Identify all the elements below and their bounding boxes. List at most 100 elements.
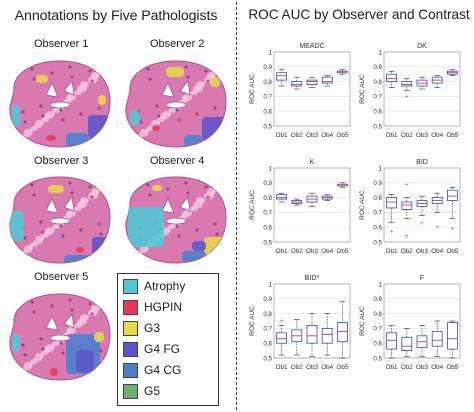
y-tick-label: 1 [269, 49, 273, 56]
y-tick-label: 0.9 [373, 64, 382, 71]
x-tick-label: Ob1 [276, 132, 288, 139]
legend-swatch [123, 279, 138, 294]
box-ob2 [291, 198, 303, 206]
plot-frame [383, 283, 461, 359]
box-ob1: + [386, 194, 398, 236]
observer-3-slide [9, 176, 111, 264]
x-tick-label: Ob4 [431, 132, 443, 139]
plot-frame [273, 283, 351, 359]
x-tick-label: Ob3 [306, 364, 318, 371]
box-ob3 [306, 76, 318, 88]
x-tick-label: Ob3 [416, 248, 428, 255]
boxplot-meadc: MEADC 0.5 0.6 0.7 0.8 0.9 1 ROC AUC Ob1 Ob2 Ob3 Ob4… [249, 43, 351, 139]
legend-label: G4 CG [144, 363, 182, 377]
y-tick-label: 0.7 [373, 94, 382, 101]
box-ob4 [321, 313, 333, 356]
plot-frame [273, 167, 351, 243]
x-tick-label: Ob3 [306, 248, 318, 255]
observer-5-label: Observer 5 [34, 271, 89, 283]
y-tick-label: 0.6 [373, 225, 382, 232]
observer-4-slide [125, 176, 227, 264]
box-ob2 [291, 319, 303, 356]
y-axis-label: ROC AUC [249, 306, 256, 336]
subplot-title: K [310, 159, 315, 166]
legend-label: G4 FG [144, 342, 181, 356]
outlier-point: + [280, 319, 284, 325]
x-tick-label: Ob5 [446, 248, 458, 255]
observer-1-label: Observer 1 [34, 38, 89, 50]
x-tick-label: Ob4 [431, 364, 443, 371]
left-panel-title: Annotations by Five Pathologists [14, 8, 218, 24]
right-panel-title: ROC AUC by Observer and Contrast [248, 7, 470, 22]
y-tick-label: 0.5 [263, 123, 272, 130]
box-ob4: + [431, 192, 443, 231]
box-iqr [306, 79, 318, 85]
outlier-point: + [451, 227, 455, 233]
y-tick-label: 0.7 [263, 94, 272, 101]
outlier-point: + [405, 182, 409, 188]
y-tick-label: 1 [379, 49, 383, 56]
y-tick-label: 0.8 [373, 195, 382, 202]
box-iqr [276, 72, 288, 81]
subplot-title: F [420, 275, 424, 282]
box-iqr [447, 189, 458, 201]
box-ob3 [416, 76, 428, 90]
legend-swatch [123, 321, 138, 336]
box-ob3 [306, 192, 318, 207]
box-ob5 [447, 320, 458, 359]
box-ob4 [431, 320, 443, 357]
x-tick-label: Ob1 [276, 364, 288, 371]
box-ob5: + [447, 186, 458, 233]
y-tick-label: 0.9 [263, 180, 272, 187]
box-iqr [386, 197, 398, 209]
y-tick-label: 0.5 [373, 123, 382, 130]
plot-frame [383, 167, 461, 243]
legend-swatch [123, 384, 138, 399]
x-tick-label: Ob3 [306, 132, 318, 139]
y-tick-label: 0.8 [373, 311, 382, 318]
y-tick-label: 1 [379, 281, 383, 288]
y-axis-label: ROC AUC [359, 306, 366, 336]
x-tick-label: Ob5 [446, 132, 458, 139]
y-tick-label: 0.5 [263, 239, 272, 246]
legend-swatch [123, 363, 138, 378]
x-tick-label: Ob5 [446, 364, 458, 371]
box-ob3 [416, 325, 428, 357]
outlier-point: + [435, 225, 439, 231]
box-iqr [401, 336, 413, 351]
box-ob1 [276, 192, 288, 203]
y-tick-label: 0.7 [373, 326, 382, 333]
observer-3-label: Observer 3 [34, 155, 89, 167]
x-tick-label: Ob2 [291, 248, 303, 255]
y-tick-label: 0.9 [263, 64, 272, 71]
y-tick-label: 1 [269, 165, 273, 172]
y-tick-label: 0.8 [263, 311, 272, 318]
panel-divider [236, 2, 237, 410]
box-ob2: + [401, 78, 413, 100]
observer-5-slide [9, 293, 111, 381]
x-tick-label: Ob4 [321, 364, 333, 371]
box-ob4 [321, 75, 333, 87]
y-tick-label: 0.9 [373, 296, 382, 303]
x-tick-label: Ob1 [386, 364, 398, 371]
box-ob5 [447, 69, 458, 76]
outlier-point: + [405, 234, 409, 240]
x-tick-label: Ob2 [401, 364, 413, 371]
x-tick-label: Ob2 [291, 132, 303, 139]
x-tick-label: Ob5 [336, 248, 348, 255]
box-iqr [447, 322, 458, 350]
subplot-title: BID [416, 159, 428, 166]
x-tick-label: Ob4 [321, 132, 333, 139]
x-tick-label: Ob1 [276, 248, 288, 255]
box-ob5 [337, 301, 348, 359]
subplot-title: BID* [305, 275, 320, 282]
x-tick-label: Ob3 [416, 132, 428, 139]
y-axis-label: ROC AUC [359, 74, 366, 104]
box-iqr [291, 81, 303, 87]
observer-4-label: Observer 4 [150, 155, 205, 167]
boxplot-k: K 0.5 0.6 0.7 0.8 0.9 1 ROC AUC Ob1 Ob2 Ob3 Ob4 Ob5 [249, 159, 351, 255]
y-tick-label: 0.6 [263, 109, 272, 116]
y-axis-label: ROC AUC [249, 74, 256, 104]
legend-label: Atrophy [144, 279, 186, 293]
y-tick-label: 0.6 [373, 341, 382, 348]
